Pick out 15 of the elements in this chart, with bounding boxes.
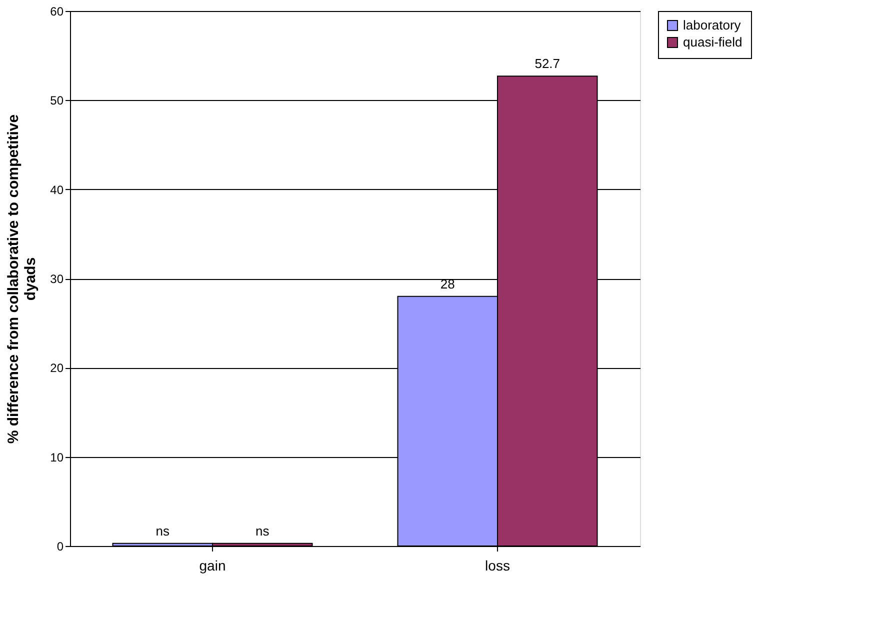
y-tick-label: 50 [50,94,64,108]
data-label: ns [156,523,170,538]
y-tick-label: 0 [56,540,64,554]
legend-label: quasi-field [683,34,742,50]
data-label: 52.7 [534,56,560,72]
y-tick-label: 30 [50,272,64,286]
x-tick-label: gain [199,558,226,574]
y-tick-label: 20 [50,361,64,376]
legend-label: laboratory [683,18,742,32]
y-axis-title: % difference from collaborative to competitive dyads [5,114,40,444]
data-label: ns [256,523,270,538]
x-tick-label: loss [485,558,510,574]
y-tick-label: 60 [50,4,64,18]
y-tick-label: 10 [50,450,64,464]
y-tick-label: 40 [50,182,64,197]
